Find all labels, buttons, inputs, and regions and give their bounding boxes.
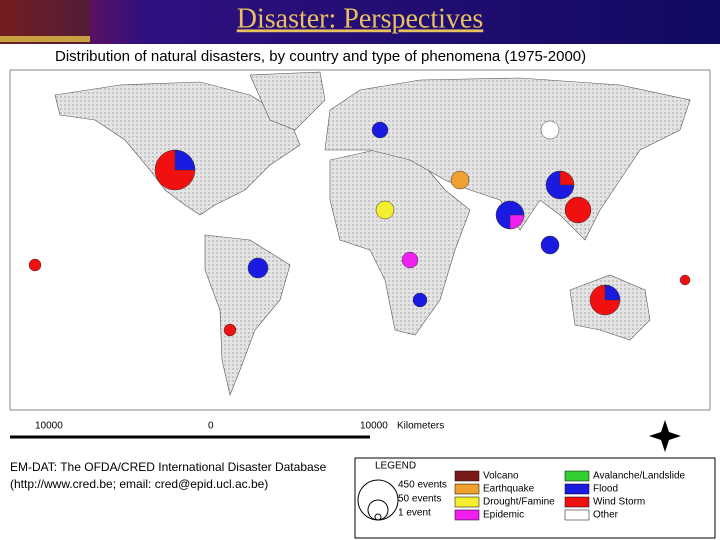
size-label: 50 events [398, 494, 441, 505]
scale-right: 10000 [360, 421, 388, 432]
legend-label: Other [593, 510, 619, 521]
legend-label: Drought/Famine [483, 497, 555, 508]
legend-title: LEGEND [375, 461, 416, 472]
legend-label: Avalanche/Landslide [593, 471, 686, 482]
legend-swatch [454, 509, 480, 521]
legend-label: Wind Storm [593, 497, 645, 508]
south-america [204, 234, 291, 397]
legend-swatch [564, 483, 590, 495]
legend-label: Epidemic [483, 510, 524, 521]
map-title: Distribution of natural disasters, by co… [55, 48, 586, 65]
scale-unit: Kilometers [397, 421, 444, 432]
legend-swatch [454, 483, 480, 495]
legend-label: Earthquake [483, 484, 535, 495]
legend-swatch [564, 470, 590, 482]
pies [28, 120, 691, 337]
size-label: 450 events [398, 480, 447, 491]
legend-swatch [454, 470, 480, 482]
legend-swatch [454, 496, 480, 508]
land [54, 71, 691, 397]
legend-box [354, 457, 716, 539]
scale-left: 10000 [35, 421, 63, 432]
header-gold [0, 36, 90, 42]
size-circle [374, 513, 382, 521]
scale-middle: 0 [208, 421, 214, 432]
legend-label: Flood [593, 484, 618, 495]
size-label: 1 event [398, 508, 431, 519]
north-america [54, 81, 301, 216]
legend: 450 events 50 events 1 event Volcano Earthqu… [398, 471, 686, 521]
source-contact: (http://www.cred.be; email: cred@epid.uc… [10, 477, 268, 491]
header-title: Disaster: Perspectives [237, 3, 484, 34]
legend-label: Volcano [483, 471, 519, 482]
compass [649, 420, 681, 452]
legend-swatch [564, 509, 590, 521]
source-name: EM-DAT: The OFDA/CRED International Disa… [10, 460, 327, 474]
greenland [249, 71, 326, 131]
legend-swatch [564, 496, 590, 508]
header-bar [0, 0, 720, 44]
